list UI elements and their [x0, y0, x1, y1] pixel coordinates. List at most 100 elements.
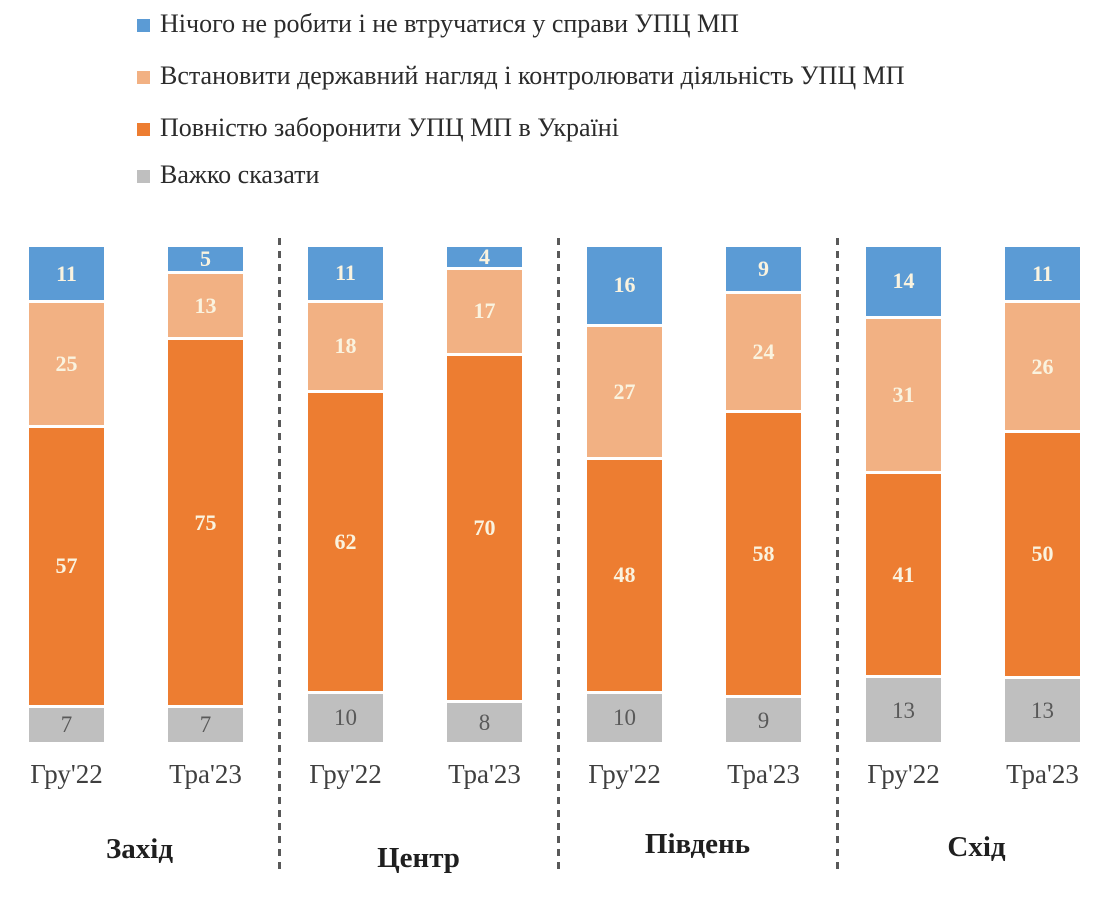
region-group-Захід: 11 25 57 7 Гру'22 5 13 75 7 Тра'23 Захід	[0, 0, 279, 899]
bar-segment-hard-to-say: 10	[587, 693, 662, 742]
stacked-bar-Тра'23: 9 24 58 9	[726, 247, 801, 742]
segment-value-label: 31	[892, 381, 915, 407]
segment-value-label: 57	[55, 553, 78, 579]
bar-segment-full-ban: 75	[168, 340, 243, 705]
bar-segment-full-ban: 58	[726, 413, 801, 696]
segment-value-label: 13	[194, 292, 217, 318]
bar-segment-hard-to-say: 13	[866, 678, 941, 742]
segment-value-label: 4	[479, 243, 490, 269]
x-axis-label: Гру'22	[588, 759, 661, 789]
bar-segment-full-ban: 57	[29, 427, 104, 705]
region-label-Схід: Схід	[947, 831, 1006, 863]
segment-value-label: 17	[473, 298, 496, 324]
legend-item-state-oversight: Встановити державний нагляд і контролюва…	[137, 58, 905, 94]
segment-value-label: 10	[334, 705, 357, 731]
segment-value-label: 11	[1032, 260, 1053, 286]
segment-value-label: 50	[1031, 541, 1054, 567]
legend-item-hard-to-say: Важко сказати	[137, 157, 319, 193]
segment-value-label: 16	[613, 272, 636, 298]
bar-segment-do-nothing: 9	[726, 247, 801, 291]
x-axis-label: Тра'23	[169, 759, 242, 789]
legend-item-full-ban: Повністю заборонити УПЦ МП в Україні	[137, 110, 619, 146]
segment-value-label: 9	[758, 255, 769, 281]
bar-segment-hard-to-say: 9	[726, 698, 801, 742]
legend-swatch-orange-icon	[137, 122, 150, 136]
chart-legend: Нічого не робити і не втручатися у справ…	[0, 0, 1116, 210]
segment-value-label: 11	[56, 260, 77, 286]
legend-swatch-peach-icon	[137, 70, 150, 84]
bar-segment-hard-to-say: 10	[308, 693, 383, 743]
region-group-Центр: 11 18 62 10 Гру'22 4 17 70 8 Тра'23 Центр	[279, 0, 558, 899]
segment-value-label: 18	[334, 333, 357, 359]
x-axis-label: Тра'23	[727, 759, 800, 789]
bar-segment-state-oversight: 24	[726, 293, 801, 411]
bar-segment-do-nothing: 5	[168, 247, 243, 272]
segment-value-label: 25	[55, 351, 78, 377]
segment-value-label: 48	[613, 562, 636, 588]
segment-value-label: 24	[752, 339, 775, 365]
segment-value-label: 27	[613, 378, 636, 404]
bar-segment-hard-to-say: 8	[447, 702, 522, 742]
legend-item-do-nothing: Нічого не робити і не втручатися у справ…	[137, 6, 739, 42]
region-label-Центр: Центр	[377, 842, 460, 874]
x-axis-label: Гру'22	[867, 759, 940, 789]
legend-label: Встановити державний нагляд і контролюва…	[160, 61, 905, 90]
bar-segment-full-ban: 50	[1005, 432, 1080, 676]
bar-segment-do-nothing: 14	[866, 247, 941, 316]
bar-segment-state-oversight: 17	[447, 269, 522, 354]
legend-label: Важко сказати	[160, 160, 320, 189]
segment-value-label: 62	[334, 528, 357, 554]
region-divider-icon	[277, 238, 281, 872]
stacked-bar-Тра'23: 5 13 75 7	[168, 247, 243, 742]
segment-value-label: 58	[752, 541, 775, 567]
segment-value-label: 70	[473, 514, 496, 540]
stacked-bar-Гру'22: 14 31 41 13	[866, 247, 941, 742]
bar-segment-full-ban: 70	[447, 356, 522, 700]
bar-segment-full-ban: 48	[587, 459, 662, 691]
bar-segment-do-nothing: 11	[308, 247, 383, 300]
bar-segment-hard-to-say: 7	[168, 707, 243, 742]
bar-segment-full-ban: 62	[308, 392, 383, 691]
segment-value-label: 14	[892, 268, 915, 294]
stacked-bar-Гру'22: 11 18 62 10	[308, 247, 383, 743]
bar-segment-do-nothing: 4	[447, 243, 522, 269]
bar-segment-state-oversight: 26	[1005, 303, 1080, 430]
x-axis-label: Тра'23	[448, 759, 521, 789]
bar-segment-full-ban: 41	[866, 473, 941, 676]
bar-segment-hard-to-say: 13	[1005, 678, 1080, 742]
segment-value-label: 7	[60, 712, 73, 738]
region-group-Схід: 14 31 41 13 Гру'22 11 26 50 13 Тра'23 Схід	[837, 0, 1116, 899]
region-divider-icon	[835, 238, 839, 872]
segment-value-label: 8	[478, 709, 491, 735]
segment-value-label: 7	[199, 712, 212, 738]
bar-segment-state-oversight: 25	[29, 303, 104, 425]
legend-swatch-gray-icon	[137, 169, 150, 183]
bar-segment-state-oversight: 27	[587, 326, 662, 457]
segment-value-label: 26	[1031, 353, 1054, 379]
stacked-bar-Тра'23: 11 26 50 13	[1005, 247, 1080, 742]
segment-value-label: 13	[892, 697, 915, 723]
segment-value-label: 13	[1031, 697, 1054, 723]
segment-value-label: 9	[757, 707, 770, 733]
bar-segment-state-oversight: 18	[308, 302, 383, 390]
x-axis-label: Тра'23	[1006, 759, 1079, 789]
region-group-Південь: 16 27 48 10 Гру'22 9 24 58 9 Тра'23 Південь	[558, 0, 837, 899]
bar-segment-do-nothing: 11	[29, 247, 104, 301]
segment-value-label: 75	[194, 509, 217, 535]
x-axis-label: Гру'22	[309, 759, 382, 789]
bar-segment-hard-to-say: 7	[29, 707, 104, 742]
bar-segment-state-oversight: 13	[168, 274, 243, 338]
region-divider-icon	[556, 238, 560, 872]
legend-label: Нічого не робити і не втручатися у справ…	[160, 9, 739, 38]
stacked-bar-Гру'22: 16 27 48 10	[587, 247, 662, 742]
bar-segment-state-oversight: 31	[866, 318, 941, 471]
segment-value-label: 41	[892, 561, 915, 587]
segment-value-label: 10	[613, 705, 636, 731]
x-axis-label: Гру'22	[30, 759, 103, 789]
legend-swatch-blue-icon	[137, 18, 150, 32]
bar-segment-do-nothing: 16	[587, 247, 662, 324]
bar-segment-do-nothing: 11	[1005, 247, 1080, 301]
region-label-Південь: Південь	[644, 828, 751, 860]
